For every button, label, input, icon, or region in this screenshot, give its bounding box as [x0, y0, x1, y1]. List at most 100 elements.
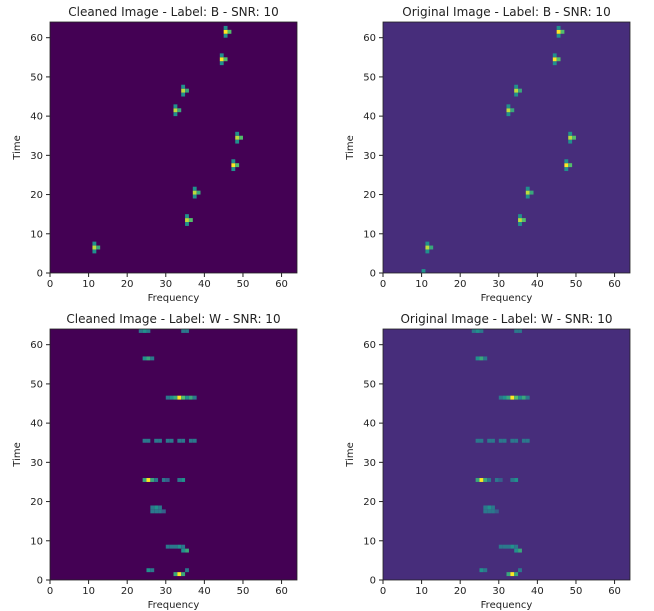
- heatmap-cell: [510, 108, 515, 113]
- y-tick-label: 60: [363, 340, 376, 351]
- heatmap-cell: [518, 88, 522, 93]
- x-tick-label: 0: [380, 279, 386, 290]
- heatmap-cell: [165, 438, 170, 443]
- heatmap-cell: [525, 190, 530, 195]
- heatmap-cell: [506, 108, 511, 113]
- heatmap-cell: [150, 478, 155, 482]
- y-tick-label: 10: [363, 536, 376, 547]
- heatmap-cell: [231, 159, 236, 164]
- heatmap-cell: [177, 438, 182, 443]
- heatmap-cell: [219, 57, 224, 62]
- heatmap-cell: [219, 61, 224, 66]
- heatmap-cell: [146, 478, 151, 482]
- heatmap-cell: [177, 395, 182, 400]
- heatmap-cell: [514, 88, 519, 93]
- y-tick-label: 50: [30, 72, 43, 83]
- heatmap-cell: [518, 568, 522, 573]
- heatmap-cell: [158, 505, 162, 510]
- x-tick-label: 60: [275, 586, 288, 597]
- heatmap-cell: [146, 568, 151, 573]
- y-tick-label: 20: [30, 190, 43, 201]
- heatmap-cell: [196, 190, 201, 195]
- heatmap-cell: [185, 214, 189, 219]
- heatmap-cell: [142, 329, 147, 333]
- heatmap-cell: [521, 438, 526, 443]
- heatmap-cell: [231, 163, 236, 168]
- x-tick-label: 20: [454, 279, 467, 290]
- heatmap-cell: [506, 104, 511, 109]
- y-axis-label: Time: [345, 135, 356, 160]
- plot-background: [50, 22, 297, 273]
- heatmap-cell: [510, 544, 515, 549]
- heatmap-cell: [154, 505, 159, 510]
- heatmap-cell: [487, 438, 492, 443]
- chart-title: Original Image - Label: B - SNR: 10: [402, 5, 610, 19]
- x-tick-label: 50: [570, 586, 583, 597]
- heatmap-cell: [173, 572, 178, 577]
- heatmap-cell: [518, 214, 522, 219]
- y-tick-label: 0: [370, 576, 376, 587]
- heatmap-cell: [154, 438, 159, 443]
- heatmap-cell: [518, 218, 522, 223]
- heatmap-cell: [568, 131, 573, 136]
- heatmap-cell: [150, 505, 155, 510]
- heatmap-cell: [514, 329, 519, 333]
- heatmap-cell: [494, 478, 499, 482]
- x-tick-label: 20: [121, 586, 134, 597]
- heatmap-cell: [506, 395, 511, 400]
- x-tick-label: 50: [237, 279, 250, 290]
- heatmap-cell: [521, 218, 526, 223]
- heatmap-cell: [568, 139, 573, 144]
- heatmap-cell: [568, 135, 573, 140]
- y-tick-label: 60: [30, 33, 43, 44]
- x-axis-label: Frequency: [148, 600, 200, 611]
- heatmap-cell: [181, 438, 186, 443]
- heatmap-cell: [223, 29, 228, 34]
- x-tick-label: 40: [198, 279, 211, 290]
- x-tick-label: 0: [380, 586, 386, 597]
- heatmap-cell: [192, 186, 197, 191]
- heatmap-cell: [165, 544, 170, 549]
- heatmap-cell: [239, 135, 243, 140]
- y-tick-label: 20: [363, 497, 376, 508]
- chart-title: Original Image - Label: W - SNR: 10: [400, 312, 612, 326]
- heatmap-cell: [521, 395, 526, 400]
- x-tick-label: 0: [47, 279, 53, 290]
- heatmap-cell: [146, 438, 151, 443]
- heatmap-cell: [165, 478, 170, 482]
- heatmap-cell: [564, 159, 569, 164]
- heatmap-cell: [556, 57, 561, 62]
- heatmap-cell: [142, 478, 147, 482]
- heatmap-cell: [475, 478, 480, 482]
- heatmap-cell: [158, 438, 162, 443]
- heatmap-cell: [173, 108, 178, 113]
- heatmap-cell: [491, 509, 495, 514]
- x-tick-label: 10: [415, 586, 428, 597]
- heatmap-cell: [525, 186, 530, 191]
- y-tick-label: 30: [363, 151, 376, 162]
- heatmap-cell: [161, 509, 166, 514]
- y-tick-label: 40: [30, 112, 43, 123]
- heatmap-cell: [181, 544, 186, 549]
- heatmap-cell: [192, 438, 197, 443]
- heatmap-cell: [188, 395, 193, 400]
- heatmap-cell: [483, 478, 488, 482]
- heatmap-cell: [150, 568, 155, 573]
- heatmap-cell: [235, 139, 240, 144]
- heatmap-cell: [142, 356, 147, 361]
- y-tick-label: 20: [30, 497, 43, 508]
- x-axis-label: Frequency: [481, 293, 533, 304]
- heatmap-cell: [177, 108, 182, 113]
- heatmap-cell: [425, 245, 430, 250]
- heatmap-cell: [491, 505, 495, 510]
- heatmap-cell: [181, 88, 186, 93]
- heatmap-cell: [471, 329, 476, 333]
- heatmap-cell: [150, 509, 155, 514]
- heatmap-cell: [185, 329, 189, 333]
- heatmap-cell: [142, 438, 147, 443]
- heatmap-cell: [518, 548, 522, 553]
- plot-frame: [382, 328, 631, 581]
- x-tick-label: 50: [570, 279, 583, 290]
- heatmap-cell: [510, 572, 515, 577]
